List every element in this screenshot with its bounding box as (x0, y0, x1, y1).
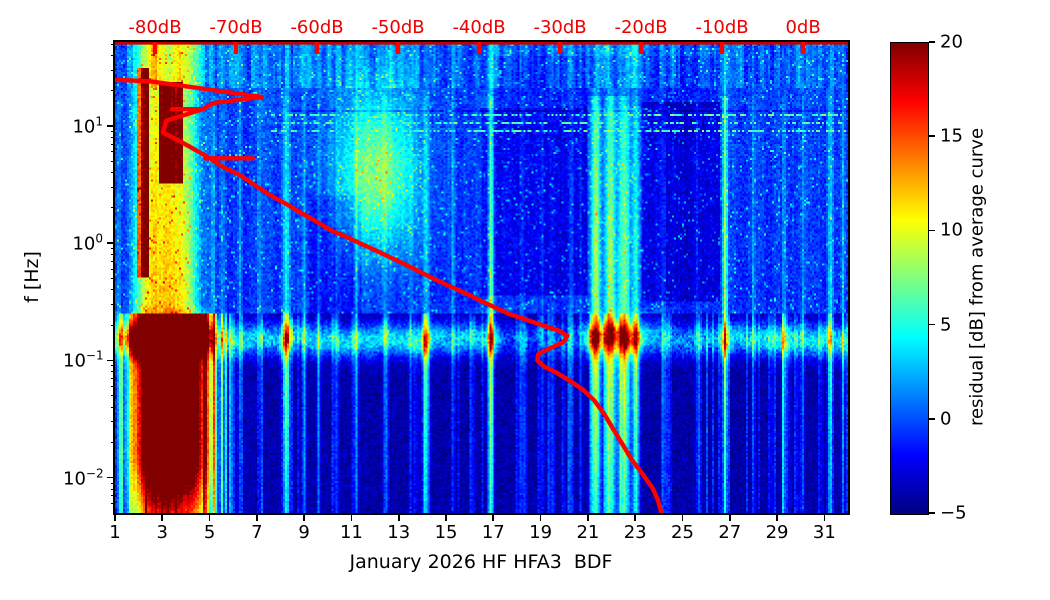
top-axis-label: -20dB (614, 17, 668, 38)
colorbar-tick-label: 5 (940, 314, 952, 336)
y-axis-tick-label: 100 (72, 231, 103, 255)
top-axis-tick (395, 42, 401, 54)
top-axis-label: -10dB (695, 17, 749, 38)
colorbar-tick-label: 20 (940, 31, 963, 53)
top-axis-tick (152, 42, 158, 54)
top-axis-label: -80dB (128, 17, 182, 38)
colorbar-tick-label: 0 (940, 408, 952, 430)
x-axis-tick-label: 7 (251, 522, 263, 543)
x-axis-tick-label: 23 (623, 522, 647, 543)
colorbar-tick (929, 135, 935, 137)
colorbar-tick (929, 41, 935, 43)
x-axis-tick-label: 27 (718, 522, 742, 543)
x-axis-title: January 2026 HF HFA3 BDF (349, 551, 613, 573)
average-curve-overlay (115, 42, 848, 513)
colorbar-tick (929, 512, 935, 514)
colorbar-title: residual [dB] from average curve (966, 127, 988, 427)
y-axis-tick-label: 10−1 (63, 348, 104, 372)
colorbar-tick (929, 418, 935, 420)
top-axis-tick (719, 42, 725, 54)
x-axis-tick-label: 9 (298, 522, 310, 543)
top-axis-label: 0dB (785, 17, 821, 38)
x-axis-tick-label: 25 (671, 522, 694, 543)
top-axis-label: -40dB (452, 17, 506, 38)
top-axis-label: -30dB (533, 17, 587, 38)
average-psd-curve (115, 77, 664, 513)
colorbar-tick (929, 323, 935, 326)
top-axis-label: -60dB (290, 17, 344, 38)
x-axis-tick-label: 21 (576, 522, 600, 543)
colorbar-tick (929, 229, 935, 232)
x-axis-tick-label: 5 (203, 522, 216, 543)
x-axis-tick-label: 1 (109, 522, 121, 543)
x-axis-tick-label: 19 (529, 522, 553, 543)
top-axis-tick (557, 42, 563, 54)
x-axis-tick-label: 15 (434, 522, 458, 543)
top-axis-tick (800, 42, 806, 54)
colorbar-tick-label: 15 (940, 125, 963, 147)
x-axis-tick-label: 17 (481, 522, 505, 543)
plot-frame (113, 40, 850, 515)
spectrogram-heatmap (115, 42, 848, 513)
top-axis-tick (233, 42, 239, 54)
x-axis-tick-label: 13 (387, 522, 411, 543)
x-axis-tick-label: 11 (339, 522, 363, 543)
top-axis-label: -70dB (209, 17, 263, 38)
colorbar (890, 42, 929, 515)
top-axis-tick (638, 42, 644, 54)
colorbar-tick-label: −5 (940, 502, 967, 524)
y-axis-tick-label: 10−2 (63, 466, 104, 490)
y-axis-title: f [Hz] (21, 251, 43, 303)
y-axis-tick-label: 101 (72, 114, 103, 138)
x-axis-tick-label: 31 (812, 522, 836, 543)
colorbar-tick-label: 10 (940, 219, 963, 241)
top-axis-label: -50dB (371, 17, 425, 38)
top-axis-tick (314, 42, 320, 54)
x-axis-tick-label: 3 (156, 522, 169, 543)
x-axis-tick-label: 29 (765, 522, 789, 543)
top-axis-tick (476, 42, 482, 54)
top-axis-red-line (115, 42, 848, 45)
